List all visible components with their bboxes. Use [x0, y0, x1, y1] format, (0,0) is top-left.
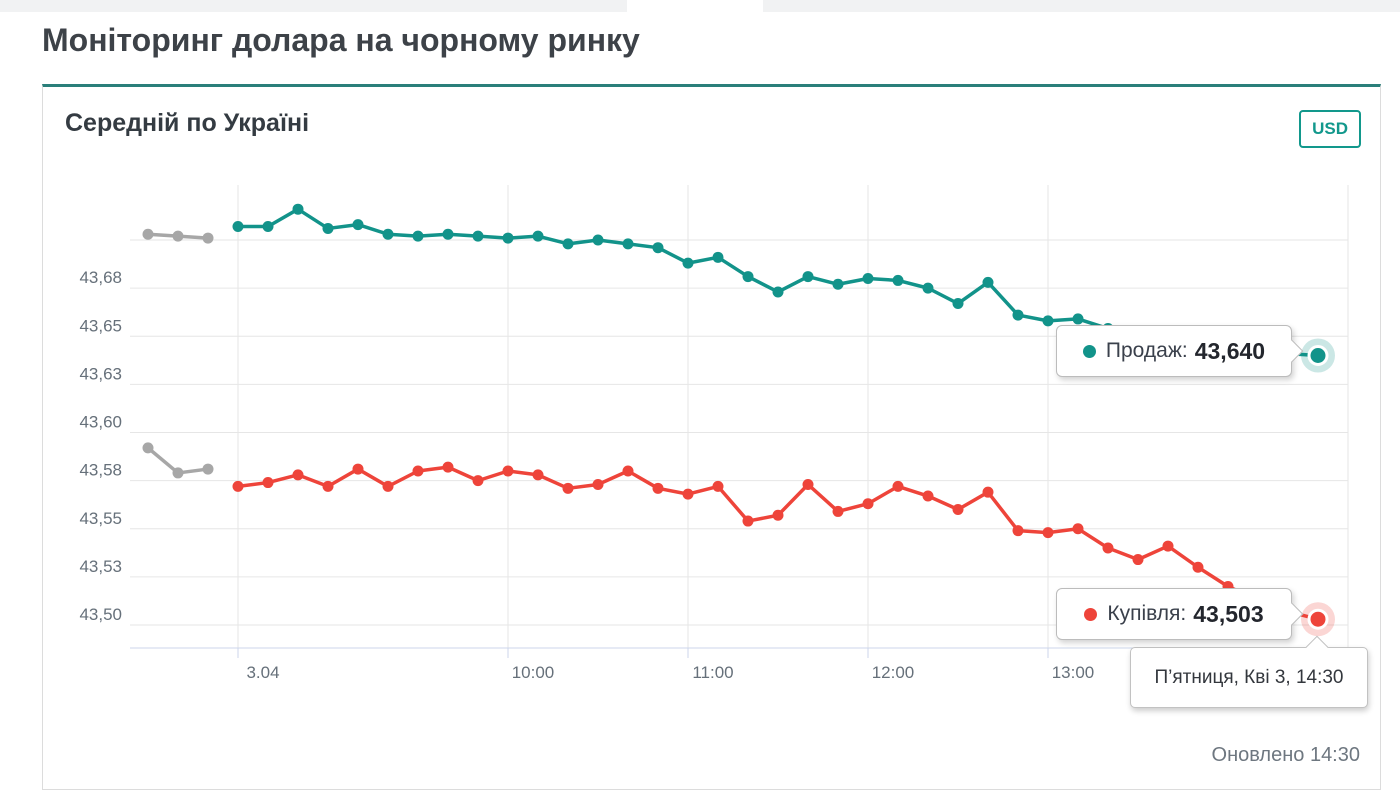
browser-top-strip: [0, 0, 1400, 12]
sell-price-callout[interactable]: Продаж: 43,640: [1056, 325, 1304, 377]
browser-tab-notch: [627, 0, 763, 12]
sell-label: Продаж:: [1105, 339, 1188, 362]
buy-series-bullet-icon: [1084, 607, 1098, 621]
page-title: Моніторинг долара на чорному ринку: [42, 22, 640, 58]
sell-value: 43,640: [1194, 337, 1266, 364]
buy-value: 43,503: [1193, 600, 1264, 627]
chart-title: Середній по Україні: [65, 109, 310, 137]
updated-timestamp: Оновлено 14:30: [1211, 744, 1360, 766]
datetime-tooltip-text: П’ятниця, Кві 3, 14:30: [1154, 666, 1344, 688]
datetime-tooltip: П’ятниця, Кві 3, 14:30: [1130, 635, 1368, 708]
buy-label: Купівля:: [1107, 602, 1187, 625]
buy-price-callout[interactable]: Купівля: 43,503: [1056, 588, 1304, 640]
currency-badge-usd[interactable]: USD: [1299, 110, 1361, 148]
chart-card: Середній по Україні USD: [42, 84, 1381, 790]
sell-series-bullet-icon: [1082, 344, 1096, 358]
